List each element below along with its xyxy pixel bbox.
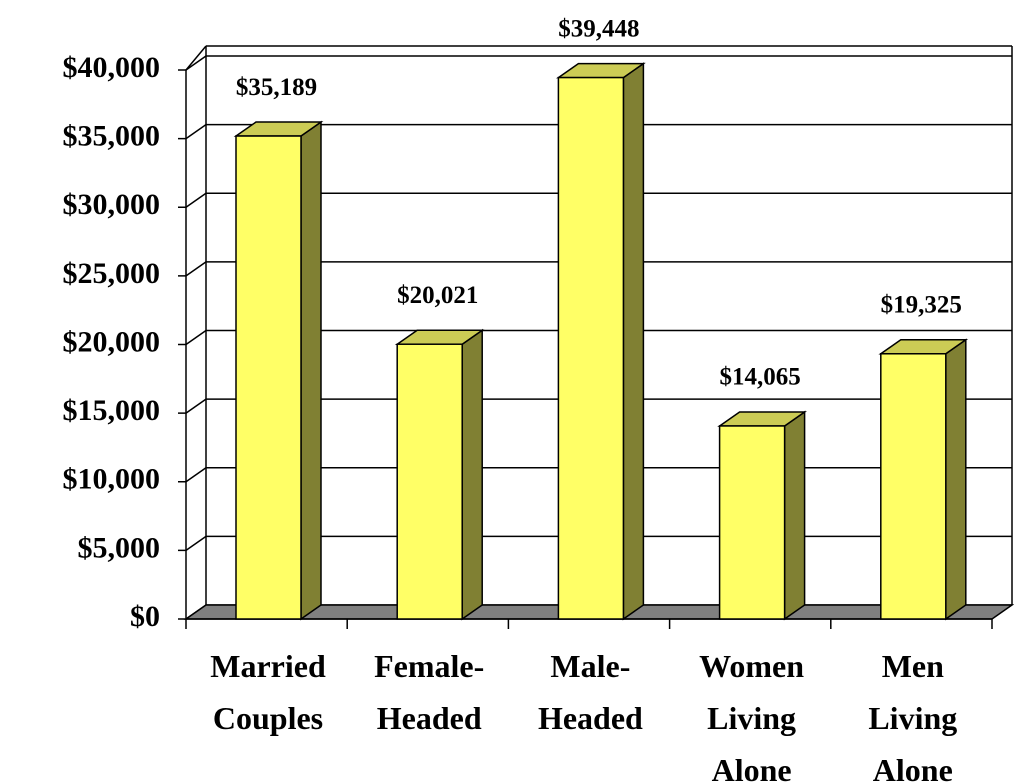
value-label: $19,325 (881, 291, 962, 318)
y-tick-label: $35,000 (63, 120, 161, 153)
y-tick-label: $0 (130, 600, 160, 633)
y-tick-label: $5,000 (78, 531, 161, 564)
grid-diagonal (185, 535, 207, 551)
x-tick-label: Men Living Alone (868, 648, 958, 783)
bar-side (783, 410, 806, 621)
y-tick-label: $40,000 (63, 51, 161, 84)
value-label: $14,065 (719, 364, 800, 391)
x-tick-label: Male-Headed (537, 648, 643, 736)
bar-side (622, 62, 645, 621)
grid-diagonal (185, 329, 207, 346)
bar (880, 353, 947, 620)
value-label: $39,448 (558, 15, 639, 42)
grid-diagonal (185, 124, 207, 140)
bar (396, 343, 463, 620)
bar (235, 135, 302, 620)
y-tick-label: $30,000 (63, 188, 161, 221)
y-tick-label: $20,000 (63, 325, 161, 358)
y-tick-label: $25,000 (63, 257, 161, 290)
y-tick-label: $15,000 (63, 394, 161, 427)
bar-side (945, 338, 967, 621)
x-tick-label: Female-Headed (374, 648, 485, 736)
bar (718, 425, 786, 620)
grid-diagonal (185, 261, 207, 277)
grid-diagonal (185, 192, 207, 208)
y-tick-label: $10,000 (63, 463, 161, 496)
bar-side (300, 120, 322, 621)
grid-diagonal (185, 398, 207, 414)
x-tick-label: Women Living Alone (699, 648, 805, 783)
grid-diagonal (185, 467, 207, 483)
side-top (185, 45, 207, 71)
grid-diagonal (185, 55, 207, 71)
x-tick-label: Married Couples (210, 648, 326, 736)
bar (557, 76, 625, 620)
bar-side (461, 328, 483, 621)
value-label: $35,189 (236, 74, 317, 101)
value-label: $20,021 (397, 282, 478, 309)
